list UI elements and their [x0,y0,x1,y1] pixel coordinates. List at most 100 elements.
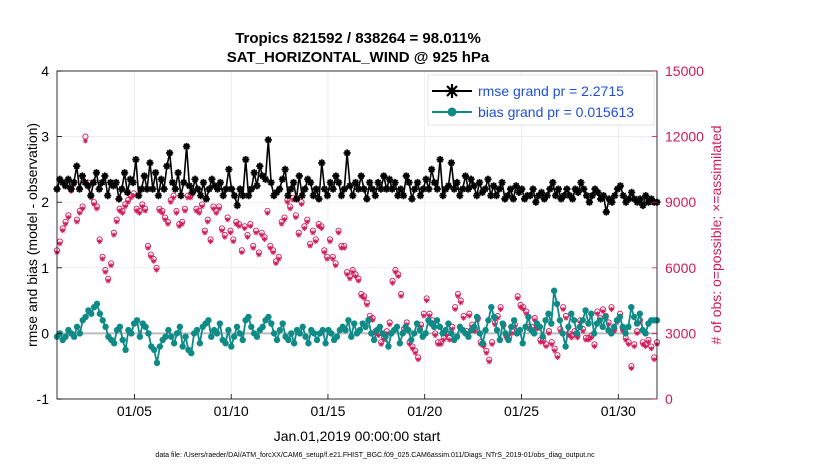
rmse-point [332,172,340,180]
bias-point [522,323,529,331]
obs-assimilated-marker [643,343,649,350]
obs-assimilated-marker [116,208,123,214]
obs-assimilated-marker [111,232,117,238]
bias-point [545,310,552,317]
obs-assimilated-marker [557,328,563,334]
obs-assimilated-marker [219,228,225,234]
bias-point [73,323,81,331]
left-tick-label: 3 [41,129,49,145]
rmse-point [118,185,126,193]
right-tick-label: 0 [665,391,673,407]
left-tick-label: 2 [41,194,49,210]
bias-point [310,330,318,337]
bias-point [368,330,375,337]
obs-assimilated-marker [316,223,322,229]
bias-point [350,320,358,327]
obs-assimilated-marker [91,201,97,207]
rmse-point [459,185,467,193]
rmse-point [619,192,627,200]
bias-point [116,323,124,331]
rmse-point [326,178,334,187]
obs-assimilated-marker [173,210,180,216]
rmse-point [290,178,298,187]
rmse-point [504,192,512,200]
bias-point [319,326,326,334]
obs-assimilated-marker [270,249,276,256]
bias-series [53,287,661,367]
obs-assimilated-marker [321,249,327,256]
bias-point [542,317,549,324]
bias-point [493,326,501,334]
rmse-point [374,178,382,187]
right-tick-label: 12000 [665,129,704,145]
obs-assimilated-marker [225,217,231,223]
obs-assimilated-marker [560,306,566,312]
rmse-point [456,192,464,200]
rmse-point [168,178,177,187]
obs-assimilated-marker [250,245,256,251]
rmse-point [301,185,309,193]
rmse-point [59,178,67,187]
rmse-point [594,188,602,196]
rmse-point [597,195,605,203]
rmse-point [264,136,272,144]
obs-assimilated-marker [165,221,171,227]
rmse-point [213,185,222,193]
left-axis-ticks: -1 0 1 2 3 4 [37,63,62,407]
bias-point [376,323,384,331]
rmse-point [236,185,244,193]
rmse-point [568,195,577,203]
obs-assimilated-marker [347,276,353,282]
obs-assimilated-marker [384,330,390,336]
obs-assimilated-marker [276,256,282,262]
bias-point [285,336,292,344]
chart-title-line1: Tropics 821592 / 838264 = 98.011% [235,30,481,47]
bias-point [62,333,69,340]
obs-assimilated-marker [185,195,191,201]
bias-point [488,303,495,311]
rmse-point [402,172,410,180]
obs-assimilated-marker [125,199,131,205]
rmse-point [422,175,430,183]
rmse-point [95,185,103,193]
rmse-point [611,192,619,200]
bias-point [170,340,178,347]
rmse-point [126,175,134,183]
rmse-point [425,185,433,193]
rmse-point [487,192,495,200]
obs-assimilated-marker [256,252,262,258]
bias-point [230,333,238,340]
rmse-point [157,175,165,183]
bias-point [270,330,278,337]
obs-assimilated-marker [358,293,364,299]
bias-point [222,340,229,347]
bias-point [313,336,321,344]
obs-assimilated-marker [546,330,552,336]
obs-assimilated-marker [298,201,305,207]
rmse-point [233,201,241,210]
rmse-point [219,192,227,200]
obs-assimilated-marker [563,315,569,321]
bias-point [365,317,372,324]
bias-point [465,333,472,340]
rmse-point [151,169,160,177]
rmse-point [87,192,95,200]
obs-assimilated-marker [205,219,211,225]
obs-assimilated-marker [293,214,299,221]
obs-assimilated-marker [577,319,583,326]
obs-assimilated-marker [253,230,259,236]
bias-point [413,320,421,327]
obs-assimilated-marker [389,280,396,286]
rmse-point [278,175,286,183]
rmse-point [605,195,613,203]
bias-point [588,310,595,317]
bias-point [410,330,418,337]
rmse-point [166,149,174,157]
rmse-point [602,208,610,216]
rmse-point [473,192,481,200]
bias-point [133,317,141,324]
rmse-point [70,178,78,187]
obs-assimilated-marker [458,300,464,306]
right-tick-label: 9000 [665,194,696,210]
rmse-point [312,185,320,193]
